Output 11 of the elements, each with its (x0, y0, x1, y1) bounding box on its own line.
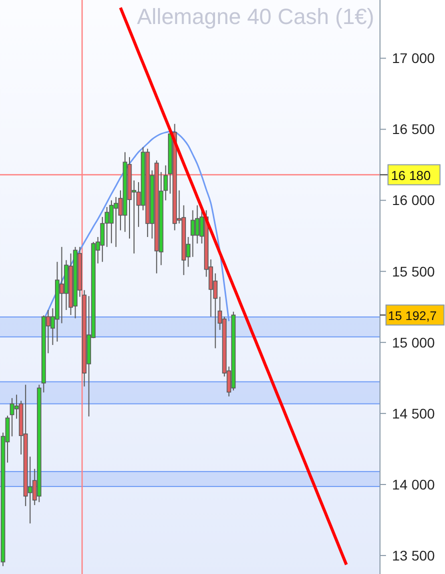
y-tick-label: 15 500 (392, 263, 436, 280)
y-tick-label: 14 000 (392, 476, 436, 492)
text: 15 192,7 (388, 309, 437, 324)
y-tick-label: 13 500 (392, 547, 436, 564)
y-tick-label: 17 000 (392, 50, 436, 66)
y-tick-label: 16 500 (392, 121, 436, 138)
ref-line-label: 16 180 (391, 168, 431, 183)
y-tick-label: 15 000 (392, 334, 436, 350)
y-tick-label: 16 000 (392, 192, 436, 208)
line-series (42, 130, 230, 322)
y-tick-label: 14 500 (392, 405, 436, 422)
